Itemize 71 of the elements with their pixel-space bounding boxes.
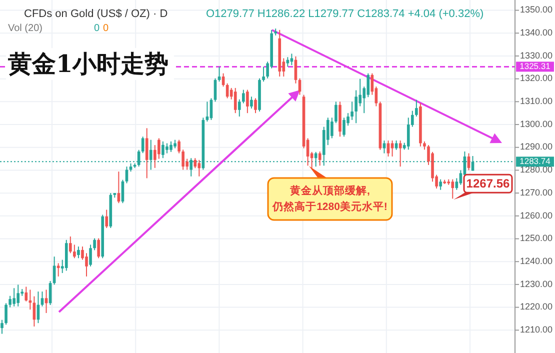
candlestick	[246, 89, 249, 114]
candlestick	[262, 66, 265, 82]
y-tick-label: 1270.00	[520, 187, 553, 198]
candlestick	[40, 291, 44, 307]
candlestick	[354, 90, 358, 124]
candlestick	[286, 56, 290, 68]
candlestick	[77, 246, 80, 259]
candlestick	[334, 101, 338, 124]
candlestick	[238, 98, 241, 118]
candlestick	[182, 149, 184, 170]
candlestick	[194, 158, 197, 169]
candlestick	[415, 99, 418, 118]
candlestick	[16, 284, 20, 307]
candlestick	[350, 101, 354, 120]
candlestick	[89, 244, 92, 267]
text: 黄金1小时走势	[7, 49, 169, 78]
annotation: 黄金从顶部缓解, 仍然高于1280美元水平!	[272, 184, 388, 213]
y-tick-label: 1250.00	[520, 233, 553, 244]
y-tick-label: 1350.00	[520, 4, 553, 15]
y-tick-label: 1320.00	[520, 73, 553, 84]
candlestick	[242, 89, 245, 104]
candlestick	[166, 142, 168, 154]
candlestick	[12, 288, 16, 307]
y-tick-label: 1300.00	[520, 118, 553, 129]
y-tick-label: 1210.00	[520, 324, 553, 335]
candlestick	[145, 128, 148, 179]
candlestick	[218, 66, 221, 82]
candlestick	[451, 178, 454, 200]
candlestick	[234, 87, 237, 114]
candlestick	[178, 139, 180, 154]
candlestick	[97, 238, 100, 259]
y-tick-label: 1260.00	[520, 210, 553, 220]
candlestick	[366, 72, 370, 98]
candlestick	[439, 178, 442, 190]
candlestick	[73, 244, 76, 259]
y-tick-label: 1310.00	[520, 96, 553, 106]
candlestick	[250, 96, 253, 110]
y-tick-label: 1220.00	[520, 302, 553, 312]
annotation: 0	[103, 23, 109, 34]
candlestick	[254, 98, 257, 114]
candlestick	[318, 150, 322, 166]
candlestick	[105, 209, 108, 229]
candlestick	[406, 117, 410, 150]
candlestick	[69, 236, 72, 254]
y-tick-label: 1330.00	[520, 50, 553, 60]
y-tick-label: 1240.00	[520, 256, 553, 266]
candlestick	[8, 295, 12, 308]
y-tick-label: 1340.00	[520, 28, 553, 38]
text: CFDs on Gold (US$ / OZ) · D	[24, 8, 168, 20]
y-tick-label: 1280.00	[520, 164, 553, 175]
candlestick	[158, 138, 160, 160]
candlestick	[330, 117, 334, 139]
candlestick	[85, 252, 88, 277]
ref-line-label: 1283.74	[520, 156, 551, 166]
candlestick	[4, 302, 8, 326]
annotation: 0	[94, 23, 100, 34]
candlestick	[162, 140, 164, 159]
ref-line-label: 1325.31	[520, 60, 551, 71]
y-tick-label: 1230.00	[520, 278, 553, 289]
candlestick	[24, 286, 28, 302]
annotation: Vol (20)	[8, 23, 42, 34]
candlestick	[56, 262, 60, 277]
candlestick	[206, 101, 209, 122]
candlestick	[170, 140, 172, 152]
y-tick-label: 1290.00	[520, 142, 553, 152]
annotation: O1279.77 H1286.22 L1279.77 C1283.74 +4.04 (+0.32%)	[206, 8, 484, 20]
candlestick	[141, 136, 144, 154]
candlestick	[0, 319, 4, 334]
candlestick	[342, 117, 346, 138]
candlestick	[93, 238, 96, 251]
annotation: 1267.56	[466, 176, 510, 190]
